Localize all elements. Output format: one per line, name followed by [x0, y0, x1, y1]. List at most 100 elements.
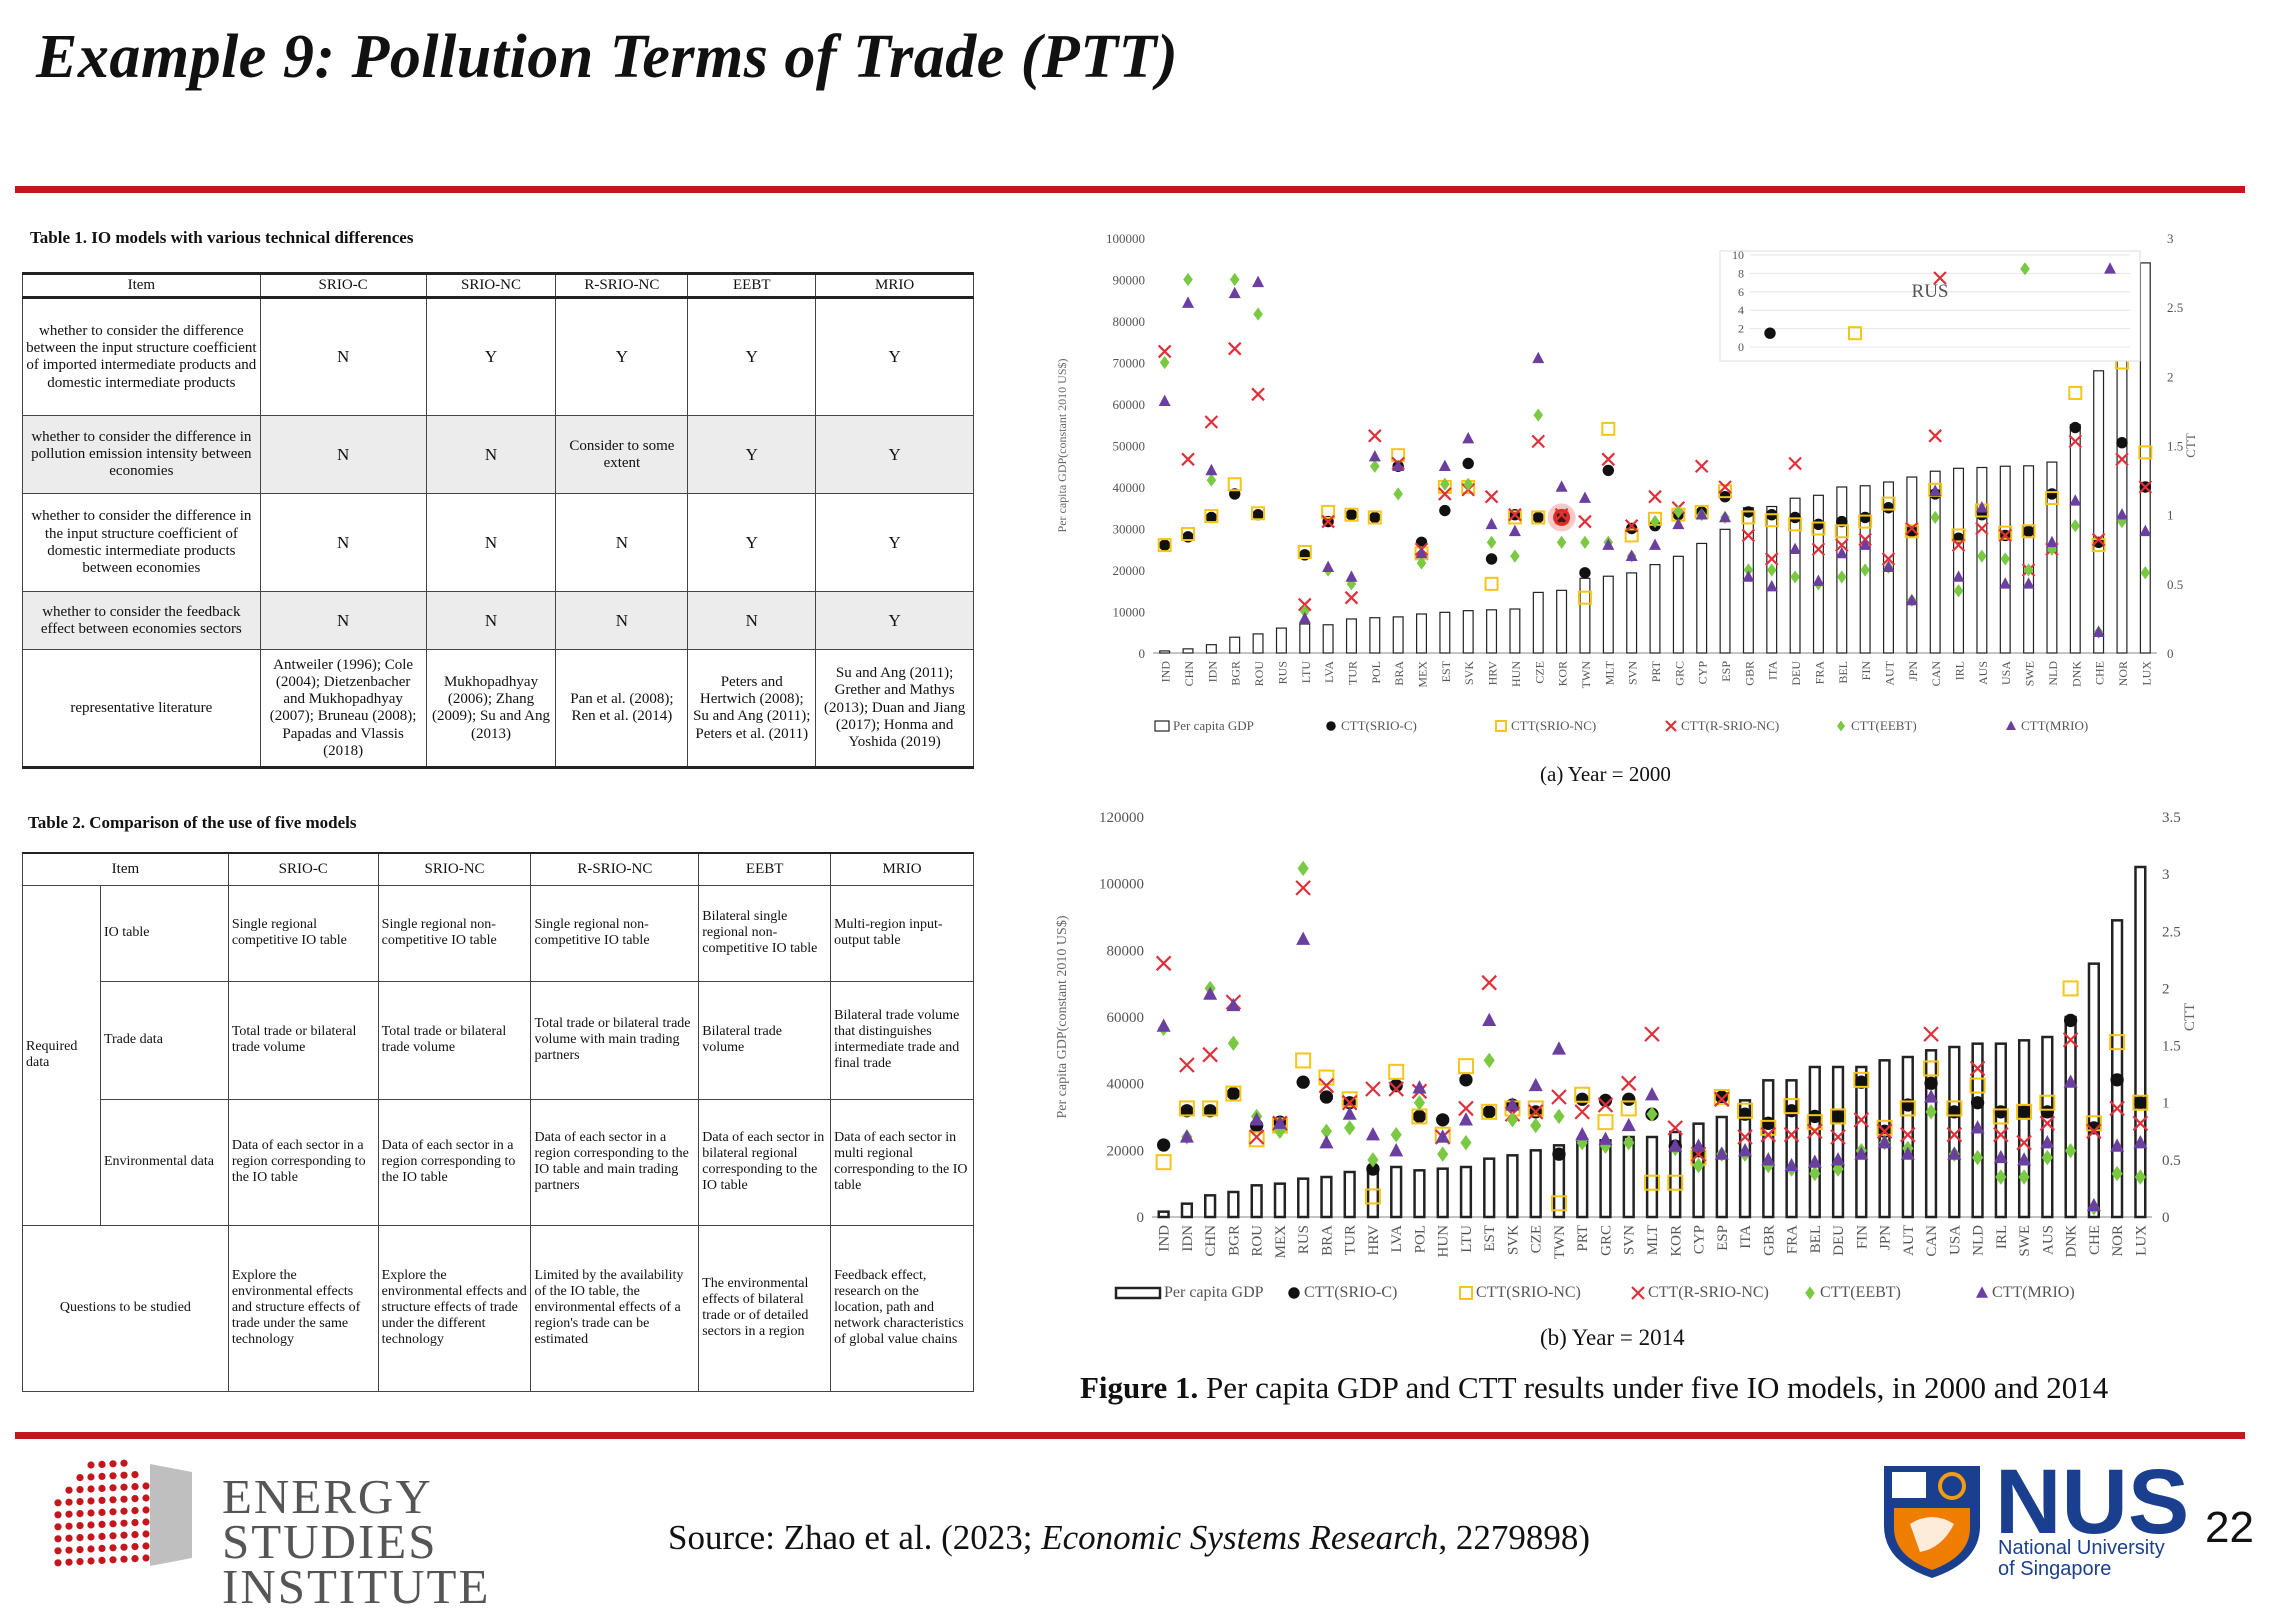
ctt-point — [1463, 477, 1474, 491]
gdp-bar — [1229, 636, 1241, 654]
gdp-bar — [1462, 610, 1474, 654]
ctt-point — [1252, 508, 1264, 521]
ctt-point — [1228, 286, 1241, 299]
ctt-point — [1665, 720, 1677, 732]
ctt-point — [1415, 546, 1428, 559]
ctt-point — [1929, 484, 1942, 496]
ctt-point — [2016, 1103, 2033, 1120]
ctt-point — [1439, 504, 1451, 517]
logo-dot — [54, 1535, 62, 1543]
ctt-point — [1253, 307, 1263, 321]
ctt-point — [1597, 1114, 1614, 1131]
source-suffix: , 2279898) — [1438, 1518, 1591, 1557]
legend-label: CTT(SRIO-NC) — [1476, 1284, 1581, 1301]
logo-dot — [87, 1557, 95, 1565]
x-tick-label: HRV — [1366, 1225, 1382, 1256]
x-tick-label: IRL — [1953, 661, 1967, 680]
ctt-point — [1714, 1146, 1729, 1160]
ctt-point — [1251, 506, 1266, 521]
x-tick-label: LVA — [1322, 661, 1336, 683]
logo-dot — [76, 1558, 84, 1566]
ctt-point — [1364, 1188, 1381, 1205]
logo-dot — [76, 1534, 84, 1542]
x-tick-label: DNK — [2064, 1225, 2080, 1258]
x-tick-label: CYP — [1696, 661, 1710, 685]
ctt-point — [2016, 1134, 2032, 1151]
x-tick-label: CHE — [2087, 1225, 2103, 1255]
table-cell: Y — [815, 493, 974, 593]
gdp-bar — [1529, 1149, 1542, 1219]
ctt-point — [1718, 480, 1732, 494]
ctt-point — [1811, 521, 1826, 536]
ctt-point — [2069, 494, 2082, 506]
ctt-point — [1322, 560, 1335, 573]
logo-dot — [76, 1498, 84, 1506]
x-tick-label: CHE — [2093, 661, 2107, 685]
ctt-point — [1438, 459, 1451, 472]
gdp-bar — [1645, 1135, 1659, 1219]
table1-header-eebt: EEBT — [687, 271, 817, 300]
x-tick-label: NLD — [2046, 661, 2060, 686]
table2-row-label: IO table — [99, 884, 229, 982]
x-tick-label: GBR — [1761, 1225, 1777, 1256]
y2-tick-label: 3 — [2162, 867, 2170, 883]
ctt-point — [1976, 1286, 1988, 1298]
x-tick-label: EST — [1439, 660, 1453, 682]
gdp-bar — [1696, 542, 1708, 654]
table-cell: Y — [555, 297, 689, 417]
inset-frame — [1719, 250, 2141, 362]
ctt-point — [1783, 1126, 1800, 1143]
table-cell: Bilateral trade volume that distinguishe… — [830, 980, 974, 1100]
ctt-point — [1853, 1071, 1870, 1088]
gdp-bar — [1669, 1130, 1682, 1219]
ctt-point — [1297, 545, 1312, 560]
ctt-point — [1508, 507, 1522, 522]
ctt-point — [1156, 1018, 1171, 1032]
x-tick-label: BRA — [1319, 1225, 1335, 1256]
x-tick-label: ESP — [1719, 661, 1733, 682]
ctt-point — [1319, 1090, 1334, 1104]
table-cell: Data of each sector in a region correspo… — [227, 1098, 379, 1226]
x-tick-label: BGR — [1226, 1225, 1242, 1256]
gdp-bar — [1343, 1170, 1356, 1219]
ctt-point — [1900, 1126, 1916, 1143]
x-tick-label: LTU — [1299, 661, 1313, 684]
ctt-point — [1620, 1100, 1637, 1117]
figure-caption-text: Per capita GDP and CTT results under fiv… — [1198, 1370, 2109, 1405]
table2-caption: Table 2. Comparison of the use of five m… — [28, 813, 357, 832]
gdp-bar — [1766, 505, 1778, 654]
table2-header-srio-nc: SRIO-NC — [377, 852, 532, 886]
ctt-point — [1389, 1143, 1404, 1157]
ctt-point — [1510, 549, 1520, 563]
y-tick-label: 100000 — [1099, 877, 1144, 893]
ctt-point — [1998, 528, 2013, 543]
table-cell: Peters and Hertwich (2008); Su and Ang (… — [687, 649, 817, 770]
ctt-point — [1743, 563, 1754, 577]
chart-2000: 0100002000030000400005000060000700008000… — [1055, 231, 2198, 733]
logo-dot — [54, 1547, 62, 1555]
ctt-point — [1835, 538, 1849, 552]
ctt-point — [1205, 463, 1218, 476]
ctt-point — [1648, 489, 1662, 504]
table-cell: Total trade or bilateral trade volume — [377, 980, 532, 1100]
y2-tick-label: 0 — [2167, 646, 2174, 661]
ctt-point — [1388, 1081, 1404, 1097]
logo-dot — [65, 1498, 73, 1506]
x-tick-label: NLD — [1971, 1225, 1987, 1256]
x-tick-label: BRA — [1392, 661, 1406, 686]
ctt-point — [1999, 577, 2012, 589]
gdp-bar — [1831, 1065, 1845, 1219]
x-tick-label: IDN — [1205, 661, 1219, 683]
ctt-point — [1970, 1120, 1985, 1134]
ctt-point — [1764, 327, 1776, 339]
y-tick-label: 100000 — [1106, 231, 1145, 246]
y-tick-label: 50000 — [1113, 439, 1146, 454]
table1-header-row: Item SRIO-C SRIO-NC R-SRIO-NC EEBT MRIO — [22, 271, 974, 300]
cursor-highlight — [1547, 503, 1576, 532]
ctt-point — [2086, 1123, 2102, 1140]
ctt-point — [1532, 511, 1544, 524]
gdp-bar — [1273, 1182, 1287, 1219]
y-tick-label: 80000 — [1107, 943, 1145, 959]
ctt-point — [1297, 597, 1312, 612]
x-tick-label: FRA — [1785, 1225, 1801, 1254]
